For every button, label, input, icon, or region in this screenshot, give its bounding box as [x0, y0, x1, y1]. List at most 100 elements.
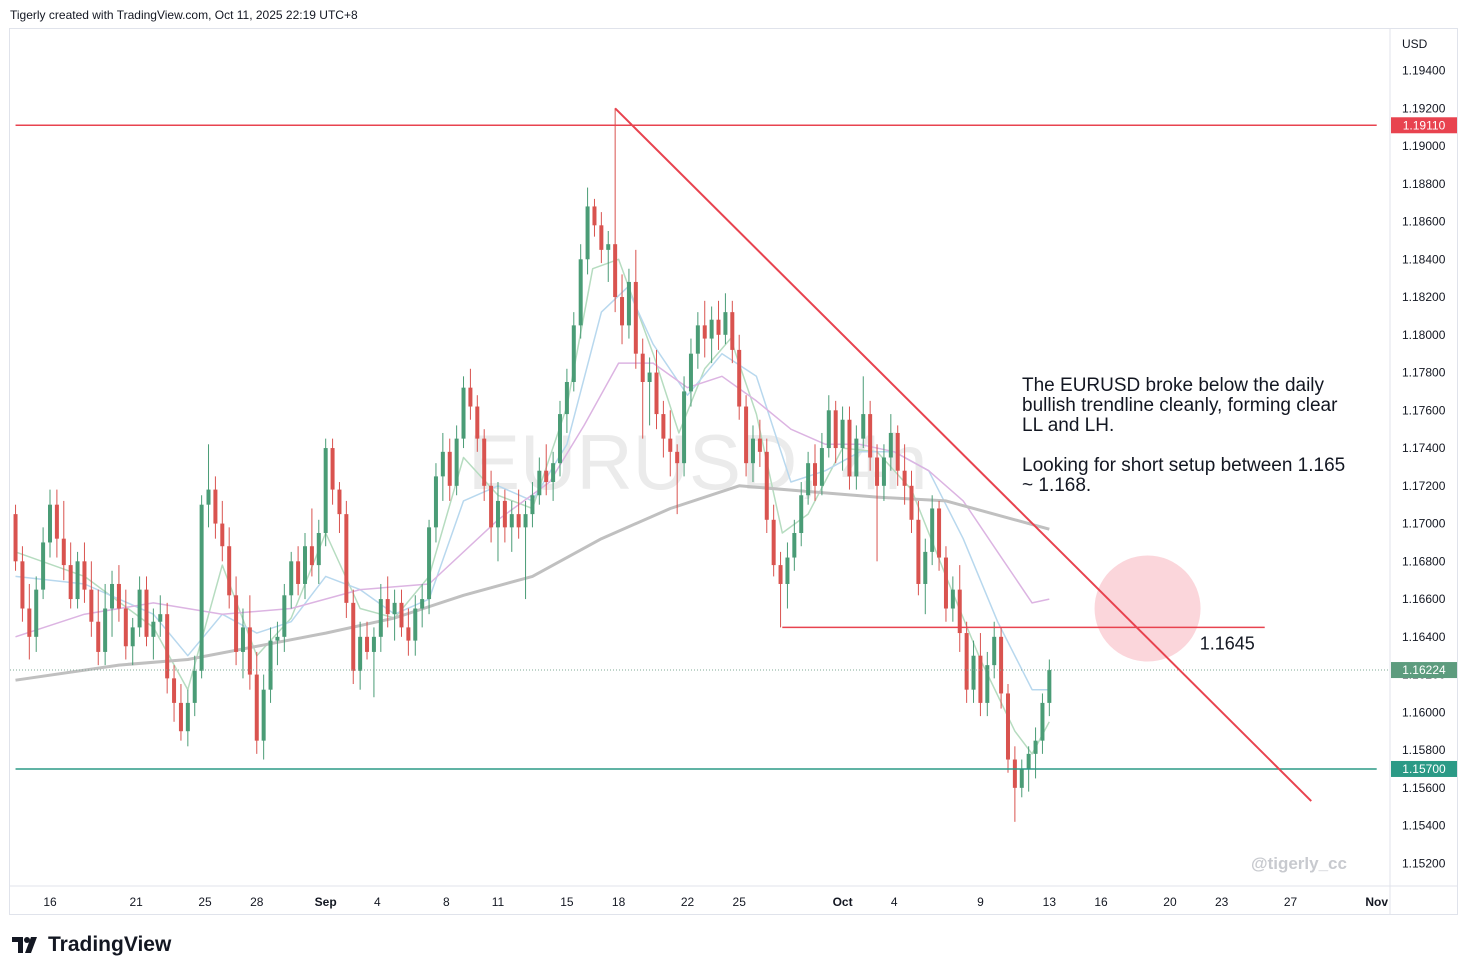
candle-body: [544, 470, 549, 483]
price-tick-label: 1.18200: [1402, 290, 1446, 304]
price-chart[interactable]: EURUSD, 4h USD 1.1645 1.194001.192001.19…: [10, 29, 1457, 914]
price-tick-label: 1.15400: [1402, 819, 1446, 833]
candle-body: [399, 602, 404, 628]
candle-body: [247, 627, 252, 675]
candle-body: [358, 636, 363, 671]
candle-body: [461, 387, 466, 439]
time-tick-label: 15: [560, 895, 574, 909]
tradingview-logo-icon: [12, 937, 37, 953]
candle-body: [413, 608, 418, 641]
time-tick-label: 25: [198, 895, 212, 909]
candle-body: [819, 448, 824, 486]
candle-body: [61, 538, 66, 566]
tradingview-logo-text: TradingView: [48, 933, 172, 956]
price-tick-label: 1.18600: [1402, 215, 1446, 229]
candle-body: [392, 602, 397, 615]
candle-body: [468, 387, 473, 407]
candle-body: [999, 636, 1004, 694]
price-label-badge: [1391, 760, 1457, 777]
candle-body: [116, 583, 121, 609]
analysis-note-line-1: The EURUSD broke below the daily bullish…: [1022, 375, 1338, 436]
candle-body: [96, 621, 101, 652]
time-tick-label: 28: [250, 895, 264, 909]
candle-body: [433, 476, 438, 528]
candle-body: [330, 448, 335, 490]
candle-body: [702, 325, 707, 339]
price-tick-label: 1.19400: [1402, 64, 1446, 78]
candle-body: [964, 633, 969, 690]
time-tick-label: 8: [443, 895, 450, 909]
candle-body: [1026, 753, 1031, 769]
candle-body: [661, 414, 666, 439]
time-tick-label: 22: [681, 895, 695, 909]
price-tick-label: 1.15200: [1402, 856, 1446, 870]
candle-body: [75, 561, 80, 600]
candle-body: [303, 546, 308, 584]
candle-body: [530, 495, 535, 515]
candle-body: [778, 565, 783, 584]
candle-body: [675, 451, 680, 464]
time-tick-label: 21: [129, 895, 143, 909]
price-tick-label: 1.19200: [1402, 101, 1446, 115]
candle-body: [902, 470, 907, 486]
candle-body: [123, 608, 128, 647]
price-label-text: 1.16224: [1402, 663, 1446, 677]
candle-body: [881, 457, 886, 486]
candle-body: [220, 523, 225, 547]
candle-body: [826, 410, 831, 449]
candle-body: [723, 312, 728, 335]
price-label-badge: [1391, 662, 1457, 679]
candle-body: [406, 627, 411, 641]
candle-body: [943, 557, 948, 609]
candle-body: [523, 514, 528, 528]
analysis-note-line-2: Looking for short setup between 1.165 ~ …: [1022, 455, 1346, 496]
candle-body: [351, 602, 356, 671]
candle-body: [792, 533, 797, 558]
candle-body: [551, 463, 556, 483]
candle-body: [916, 519, 921, 584]
time-tick-label: 20: [1163, 895, 1177, 909]
candle-body: [365, 636, 370, 652]
price-label-badge: [1391, 117, 1457, 134]
candle-body: [633, 281, 638, 354]
candle-body: [806, 463, 811, 496]
candle-body: [110, 583, 115, 609]
candle-body: [371, 636, 376, 652]
price-tick-label: 1.17200: [1402, 479, 1446, 493]
axis-ticks: 1.19400 1.19200 1.19000 1.18800 1.18600 1.184…: [43, 64, 1457, 909]
price-tick-label: 1.16000: [1402, 705, 1446, 719]
candle-body: [895, 432, 900, 471]
tradingview-logo[interactable]: TradingView: [12, 933, 171, 957]
level-label: 1.1645: [1200, 633, 1255, 653]
candle-body: [178, 702, 183, 732]
candle-body: [1005, 693, 1010, 760]
price-tick-label: 1.17400: [1402, 441, 1446, 455]
candle-body: [757, 438, 762, 452]
descending-trendline: [614, 107, 1312, 802]
candle-body: [192, 670, 197, 703]
candle-body: [254, 674, 259, 741]
candle-body: [268, 640, 273, 690]
chart-frame[interactable]: EURUSD, 4h USD 1.1645 1.19400 1.19200 1.19…: [9, 28, 1458, 915]
candle-body: [137, 589, 142, 628]
price-tick-label: 1.18800: [1402, 177, 1446, 191]
candle-body: [82, 561, 87, 590]
candle-body: [213, 489, 218, 524]
candle-body: [654, 372, 659, 415]
candle-body: [626, 281, 631, 326]
candle-body: [20, 561, 25, 609]
candle-body: [48, 504, 52, 543]
candle-body: [785, 557, 790, 584]
candle-body: [130, 627, 135, 647]
candle-body: [185, 702, 190, 732]
time-tick-label: 23: [1215, 895, 1229, 909]
price-tick-label: 1.19000: [1402, 139, 1446, 153]
candle-body: [344, 514, 349, 603]
candle-body: [578, 259, 583, 326]
candle-body: [68, 565, 73, 600]
price-tick-label: 1.18400: [1402, 252, 1446, 266]
candle-body: [861, 414, 866, 439]
chart-credit: Tigerly created with TradingView.com, Oc…: [10, 8, 358, 22]
candle-body: [537, 470, 542, 496]
candle-body: [668, 438, 673, 452]
